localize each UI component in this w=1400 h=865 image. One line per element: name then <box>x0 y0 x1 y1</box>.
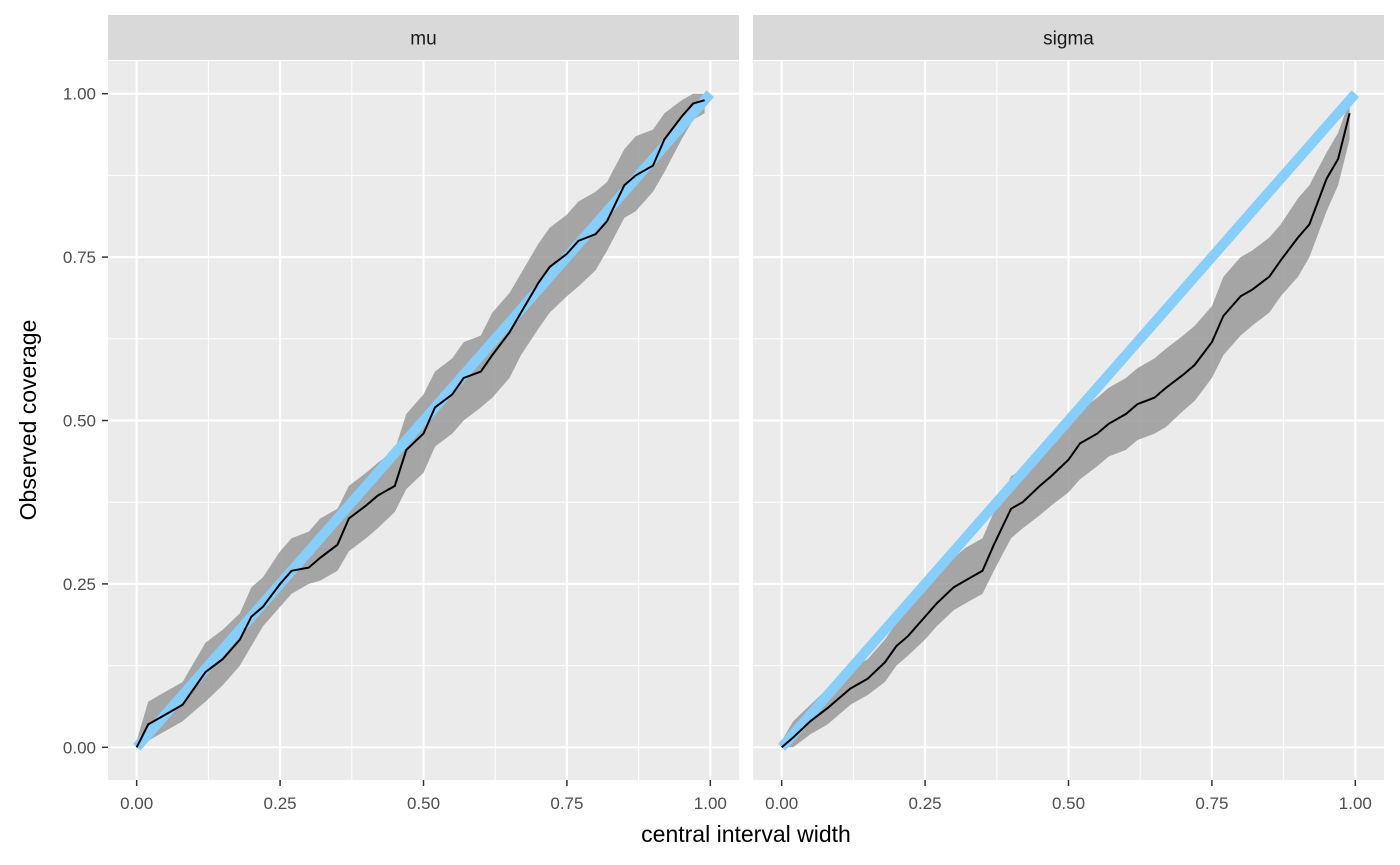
facet-strip <box>753 15 1384 60</box>
y-tick-label: 1.00 <box>63 85 96 104</box>
x-axis-title: central interval width <box>641 821 851 847</box>
y-tick-label: 0.25 <box>63 575 96 594</box>
y-tick-label: 0.50 <box>63 412 96 431</box>
x-tick-label: 0.75 <box>550 794 583 813</box>
y-tick-label: 0.75 <box>63 248 96 267</box>
x-tick-label: 0.25 <box>264 794 297 813</box>
panel-mu: mu 0.00 0.25 0.50 0.75 1.00 0.00 0.25 0.50 0.75 1.… <box>63 15 739 813</box>
reference-line <box>132 90 715 751</box>
y-axis-title: Observed coverage <box>15 320 41 521</box>
reference-line <box>777 90 1360 751</box>
x-tick-label: 0.00 <box>120 794 153 813</box>
observed-coverage-line <box>135 99 705 748</box>
facet-strip-label: mu <box>410 29 436 50</box>
x-tick-label: 0.50 <box>407 794 440 813</box>
x-tick-label: 0.75 <box>1195 794 1228 813</box>
y-tick-label: 0.00 <box>63 738 96 757</box>
x-tick-label: 0.25 <box>909 794 942 813</box>
facet-strip-label: sigma <box>1043 29 1094 50</box>
observed-coverage-line <box>781 113 1351 749</box>
x-tick-label: 0.50 <box>1052 794 1085 813</box>
facet-strip <box>108 15 739 60</box>
x-tick-label: 1.00 <box>694 794 727 813</box>
x-tick-label: 1.00 <box>1339 794 1372 813</box>
x-tick-label: 0.00 <box>765 794 798 813</box>
panel-sigma: sigma 0.00 0.25 0.50 0.75 1.00 <box>753 15 1384 813</box>
